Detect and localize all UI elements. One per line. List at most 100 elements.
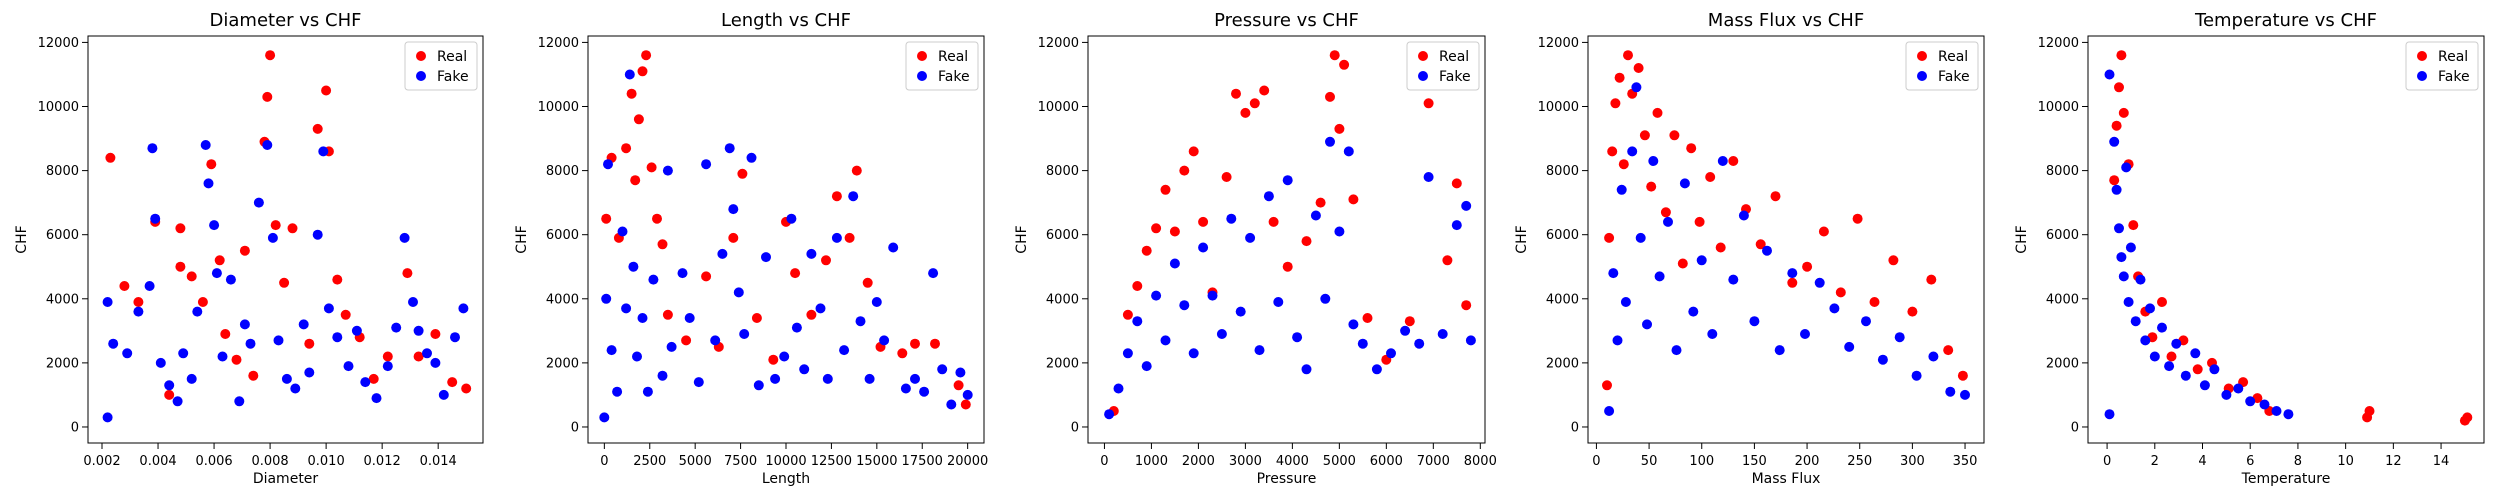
legend-marker-real [1418,51,1428,61]
point-fake [1414,338,1425,349]
point-real [621,143,632,154]
point-fake [1911,370,1922,381]
point-fake [2121,162,2132,173]
y-tick-label: 10000 [38,100,79,115]
x-tick-label: 350 [1953,454,1978,469]
y-tick-label: 4000 [2046,292,2079,307]
plot-frame [587,35,985,444]
point-fake [888,242,899,253]
point-real [119,281,130,291]
point-fake [677,268,688,279]
point-real [279,277,290,288]
x-tick-label: 4000 [1276,454,1309,469]
point-fake [438,389,449,400]
point-fake [761,252,771,263]
point-fake [133,306,144,317]
point-real [630,175,641,186]
point-fake [1604,406,1615,416]
point-real [2192,364,2203,375]
point-fake [1188,348,1199,359]
point-fake [281,373,292,384]
point-real [1660,207,1671,218]
point-real [321,85,332,96]
point-real [2118,107,2129,118]
legend-marker-real [917,51,927,61]
y-tick-label: 0 [1071,420,1079,435]
x-tick-label: 300 [1900,454,1925,469]
point-real [164,389,175,400]
plot-frame [2087,35,2485,444]
point-fake [621,303,632,314]
point-real [231,354,242,365]
point-fake [1738,210,1749,221]
point-fake [632,351,642,362]
point-fake [332,332,343,343]
point-real [1160,184,1171,195]
point-fake [910,373,920,384]
point-fake [192,306,203,317]
point-fake [1945,386,1956,397]
point-real [402,268,413,279]
point-fake [1386,348,1396,359]
point-real [1610,98,1621,109]
point-fake [1671,345,1682,356]
y-tick-label: 6000 [2046,228,2079,243]
x-tick-label: 5000 [1323,454,1356,469]
point-real [270,220,281,231]
point-real [175,261,186,272]
y-axis-label: CHF [1514,225,1530,253]
point-fake [2109,136,2120,147]
point-real [287,223,298,234]
x-tick-label: 50 [1641,454,1658,469]
legend-label-fake: Fake [2438,69,2470,85]
point-fake [648,274,659,285]
point-fake [937,364,948,375]
y-tick-label: 2000 [1546,356,1579,371]
x-tick-label: 0 [1592,454,1600,469]
x-axis-label: Pressure [1257,471,1317,487]
point-real [1268,216,1279,227]
point-real [1339,59,1350,70]
point-real [601,213,612,224]
y-tick-label: 2000 [1046,356,1079,371]
y-tick-label: 12000 [538,36,579,51]
point-real [332,274,343,285]
point-real [1787,277,1798,288]
point-fake [1451,220,1462,231]
point-real [1728,156,1739,166]
point-fake [1679,178,1690,189]
point-real [637,66,648,77]
legend-marker-fake [416,71,426,81]
point-fake [399,232,410,243]
x-tick-label: 12 [2385,454,2402,469]
point-fake [1400,325,1411,336]
point-real [413,351,424,362]
point-fake [1198,242,1209,253]
point-fake [312,229,323,240]
point-fake [1642,319,1652,330]
point-fake [2199,380,2210,391]
point-fake [599,412,610,423]
x-tick-label: 100 [1689,454,1714,469]
point-fake [1292,332,1303,343]
x-tick-label: 0.012 [364,454,401,469]
point-real [1348,194,1359,205]
point-fake [739,329,750,339]
x-axis-label: Mass Flux [1752,471,1821,487]
point-real [960,399,971,410]
point-fake [1928,351,1939,362]
point-fake [458,303,469,314]
point-real [768,354,779,365]
point-fake [1207,290,1218,301]
point-fake [1235,306,1246,317]
point-fake [2157,322,2167,333]
point-fake [2135,274,2146,285]
y-tick-label: 4000 [46,292,79,307]
point-fake [108,338,119,349]
point-real [1677,258,1688,269]
x-tick-label: 6000 [1370,454,1403,469]
y-tick-label: 10000 [2038,100,2079,115]
point-real [2157,297,2167,307]
